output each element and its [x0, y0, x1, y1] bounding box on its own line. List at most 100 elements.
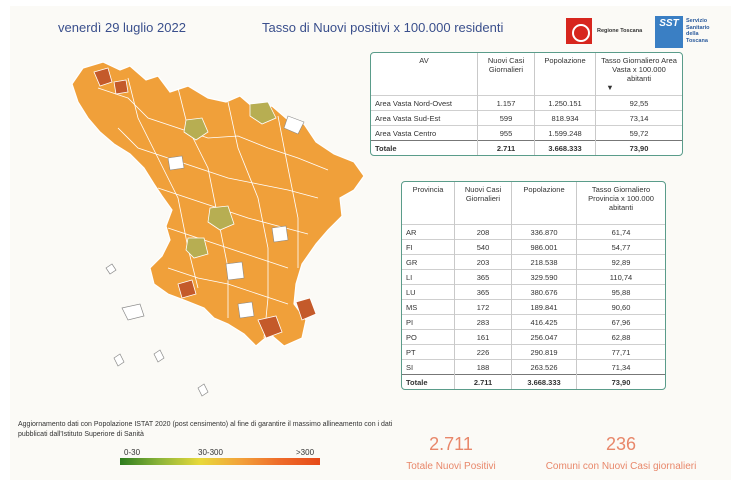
column-header-nuovi-casi[interactable]: Nuovi Casi Giornalieri [454, 182, 512, 225]
column-header-tasso-av[interactable]: Tasso Giornaliero Area Vasta x 100.000 a… [601, 56, 677, 92]
table-cell: 226 [454, 344, 512, 360]
table-row: LU 365 380.676 95,88 [402, 284, 665, 300]
table-cell: 1.157 [477, 95, 535, 111]
column-header-popolazione[interactable]: Popolazione [534, 53, 596, 96]
table-cell: 77,71 [576, 344, 665, 360]
table-cell: 90,60 [576, 299, 665, 315]
table-cell: 54,77 [576, 239, 665, 255]
kpi-comuni-with-cases: 236 Comuni con Nuovi Casi giornalieri [536, 434, 706, 472]
table-cell: PI [402, 314, 455, 330]
table-cell: PT [402, 344, 455, 360]
table-cell: 1.599.248 [534, 125, 596, 141]
table-row: Area Vasta Centro 955 1.599.248 59,72 [371, 125, 682, 141]
table-cell: 189.841 [511, 299, 577, 315]
table-cell: 73,90 [576, 374, 665, 389]
page-title: Tasso di Nuovi positivi x 100.000 reside… [262, 20, 504, 35]
table-row: Area Vasta Sud-Est 599 818.934 73,14 [371, 110, 682, 126]
column-header-popolazione[interactable]: Popolazione [511, 182, 577, 225]
table-cell: 329.590 [511, 269, 577, 285]
kpi-total-new-positives: 2.711 Totale Nuovi Positivi [398, 434, 504, 472]
table-cell: 818.934 [534, 110, 596, 126]
column-header-nuovi-casi[interactable]: Nuovi Casi Giornalieri [477, 53, 535, 96]
map-high-rate-areas [93, 67, 317, 339]
table-cell: 73,90 [595, 140, 682, 155]
table-cell: 59,72 [595, 125, 682, 141]
table-total-row: Totale 2.711 3.668.333 73,90 [402, 374, 665, 389]
legend-gradient-bar [120, 458, 320, 465]
table-cell: 540 [454, 239, 512, 255]
table-cell: 283 [454, 314, 512, 330]
table-cell: 73,14 [595, 110, 682, 126]
table-cell: 92,89 [576, 254, 665, 270]
table-row: PI 283 416.425 67,96 [402, 314, 665, 330]
table-cell: 188 [454, 359, 512, 375]
table-cell: 110,74 [576, 269, 665, 285]
provincia-table-grid: Provincia Nuovi Casi Giornalieri Popolaz… [402, 182, 665, 389]
sst-logo: SST Servizio Sanitario della Toscana [655, 16, 717, 50]
table-row: FI 540 986.001 54,77 [402, 239, 665, 255]
sst-logo-text: Servizio Sanitario della Toscana [686, 18, 710, 44]
data-update-note: Aggiornamento dati con Popolazione ISTAT… [18, 421, 393, 438]
table-cell: 986.001 [511, 239, 577, 255]
table-cell: LU [402, 284, 455, 300]
legend-label-mid: 30-300 [198, 448, 223, 457]
table-cell: 1.250.151 [534, 95, 596, 111]
table-cell: 290.819 [511, 344, 577, 360]
report-date: venerdì 29 luglio 2022 [58, 20, 186, 35]
table-cell: 61,74 [576, 224, 665, 240]
table-cell: LI [402, 269, 455, 285]
table-cell: 95,88 [576, 284, 665, 300]
table-cell: 208 [454, 224, 512, 240]
table-cell: 955 [477, 125, 535, 141]
table-cell: PO [402, 329, 455, 345]
table-cell: MS [402, 299, 455, 315]
map-islands [105, 263, 209, 397]
tuscany-municipality-map[interactable] [58, 58, 378, 398]
area-vasta-table: AV Nuovi Casi Giornalieri Popolazione Ta… [370, 52, 683, 156]
table-cell: 92,55 [595, 95, 682, 111]
table-cell: 263.526 [511, 359, 577, 375]
regione-toscana-emblem-icon [566, 18, 592, 44]
table-row: SI 188 263.526 71,34 [402, 359, 665, 375]
table-cell: Area Vasta Sud-Est [371, 110, 478, 126]
table-cell: 416.425 [511, 314, 577, 330]
table-cell: 3.668.333 [511, 374, 577, 389]
regione-toscana-logo: Regione Toscana [566, 18, 642, 44]
legend-label-high: >300 [296, 448, 315, 457]
table-cell: SI [402, 359, 455, 375]
table-cell: Totale [371, 140, 478, 155]
table-cell: 67,96 [576, 314, 665, 330]
table-row: MS 172 189.841 90,60 [402, 299, 665, 315]
provincia-table: Provincia Nuovi Casi Giornalieri Popolaz… [401, 181, 666, 390]
area-vasta-table-grid: AV Nuovi Casi Giornalieri Popolazione Ta… [371, 53, 682, 155]
area-vasta-table-header: AV Nuovi Casi Giornalieri Popolazione Ta… [371, 53, 682, 96]
table-cell: 203 [454, 254, 512, 270]
table-cell: 161 [454, 329, 512, 345]
table-total-row: Totale 2.711 3.668.333 73,90 [371, 140, 682, 155]
table-cell: GR [402, 254, 455, 270]
table-row: PT 226 290.819 77,71 [402, 344, 665, 360]
table-cell: FI [402, 239, 455, 255]
table-cell: 62,88 [576, 329, 665, 345]
table-cell: 256.047 [511, 329, 577, 345]
table-cell: 3.668.333 [534, 140, 596, 155]
column-header-av[interactable]: AV [371, 53, 478, 96]
kpi-total-label: Totale Nuovi Positivi [406, 461, 496, 472]
table-cell: 218.538 [511, 254, 577, 270]
table-cell: 172 [454, 299, 512, 315]
table-row: PO 161 256.047 62,88 [402, 329, 665, 345]
table-cell: 71,34 [576, 359, 665, 375]
column-header-tasso-provincia[interactable]: Tasso Giornaliero Provincia x 100.000 ab… [588, 185, 654, 212]
table-cell: 336.870 [511, 224, 577, 240]
table-cell: 2.711 [477, 140, 535, 155]
sort-desc-icon[interactable]: ▼ [606, 83, 614, 92]
provincia-table-header: Provincia Nuovi Casi Giornalieri Popolaz… [402, 182, 665, 225]
table-cell: Area Vasta Nord-Ovest [371, 95, 478, 111]
table-cell: 599 [477, 110, 535, 126]
table-row: LI 365 329.590 110,74 [402, 269, 665, 285]
tuscany-region-shape [71, 61, 365, 347]
column-header-provincia[interactable]: Provincia [402, 182, 455, 225]
legend-label-low: 0-30 [124, 448, 141, 457]
table-row: AR 208 336.870 61,74 [402, 224, 665, 240]
table-cell: Area Vasta Centro [371, 125, 478, 141]
